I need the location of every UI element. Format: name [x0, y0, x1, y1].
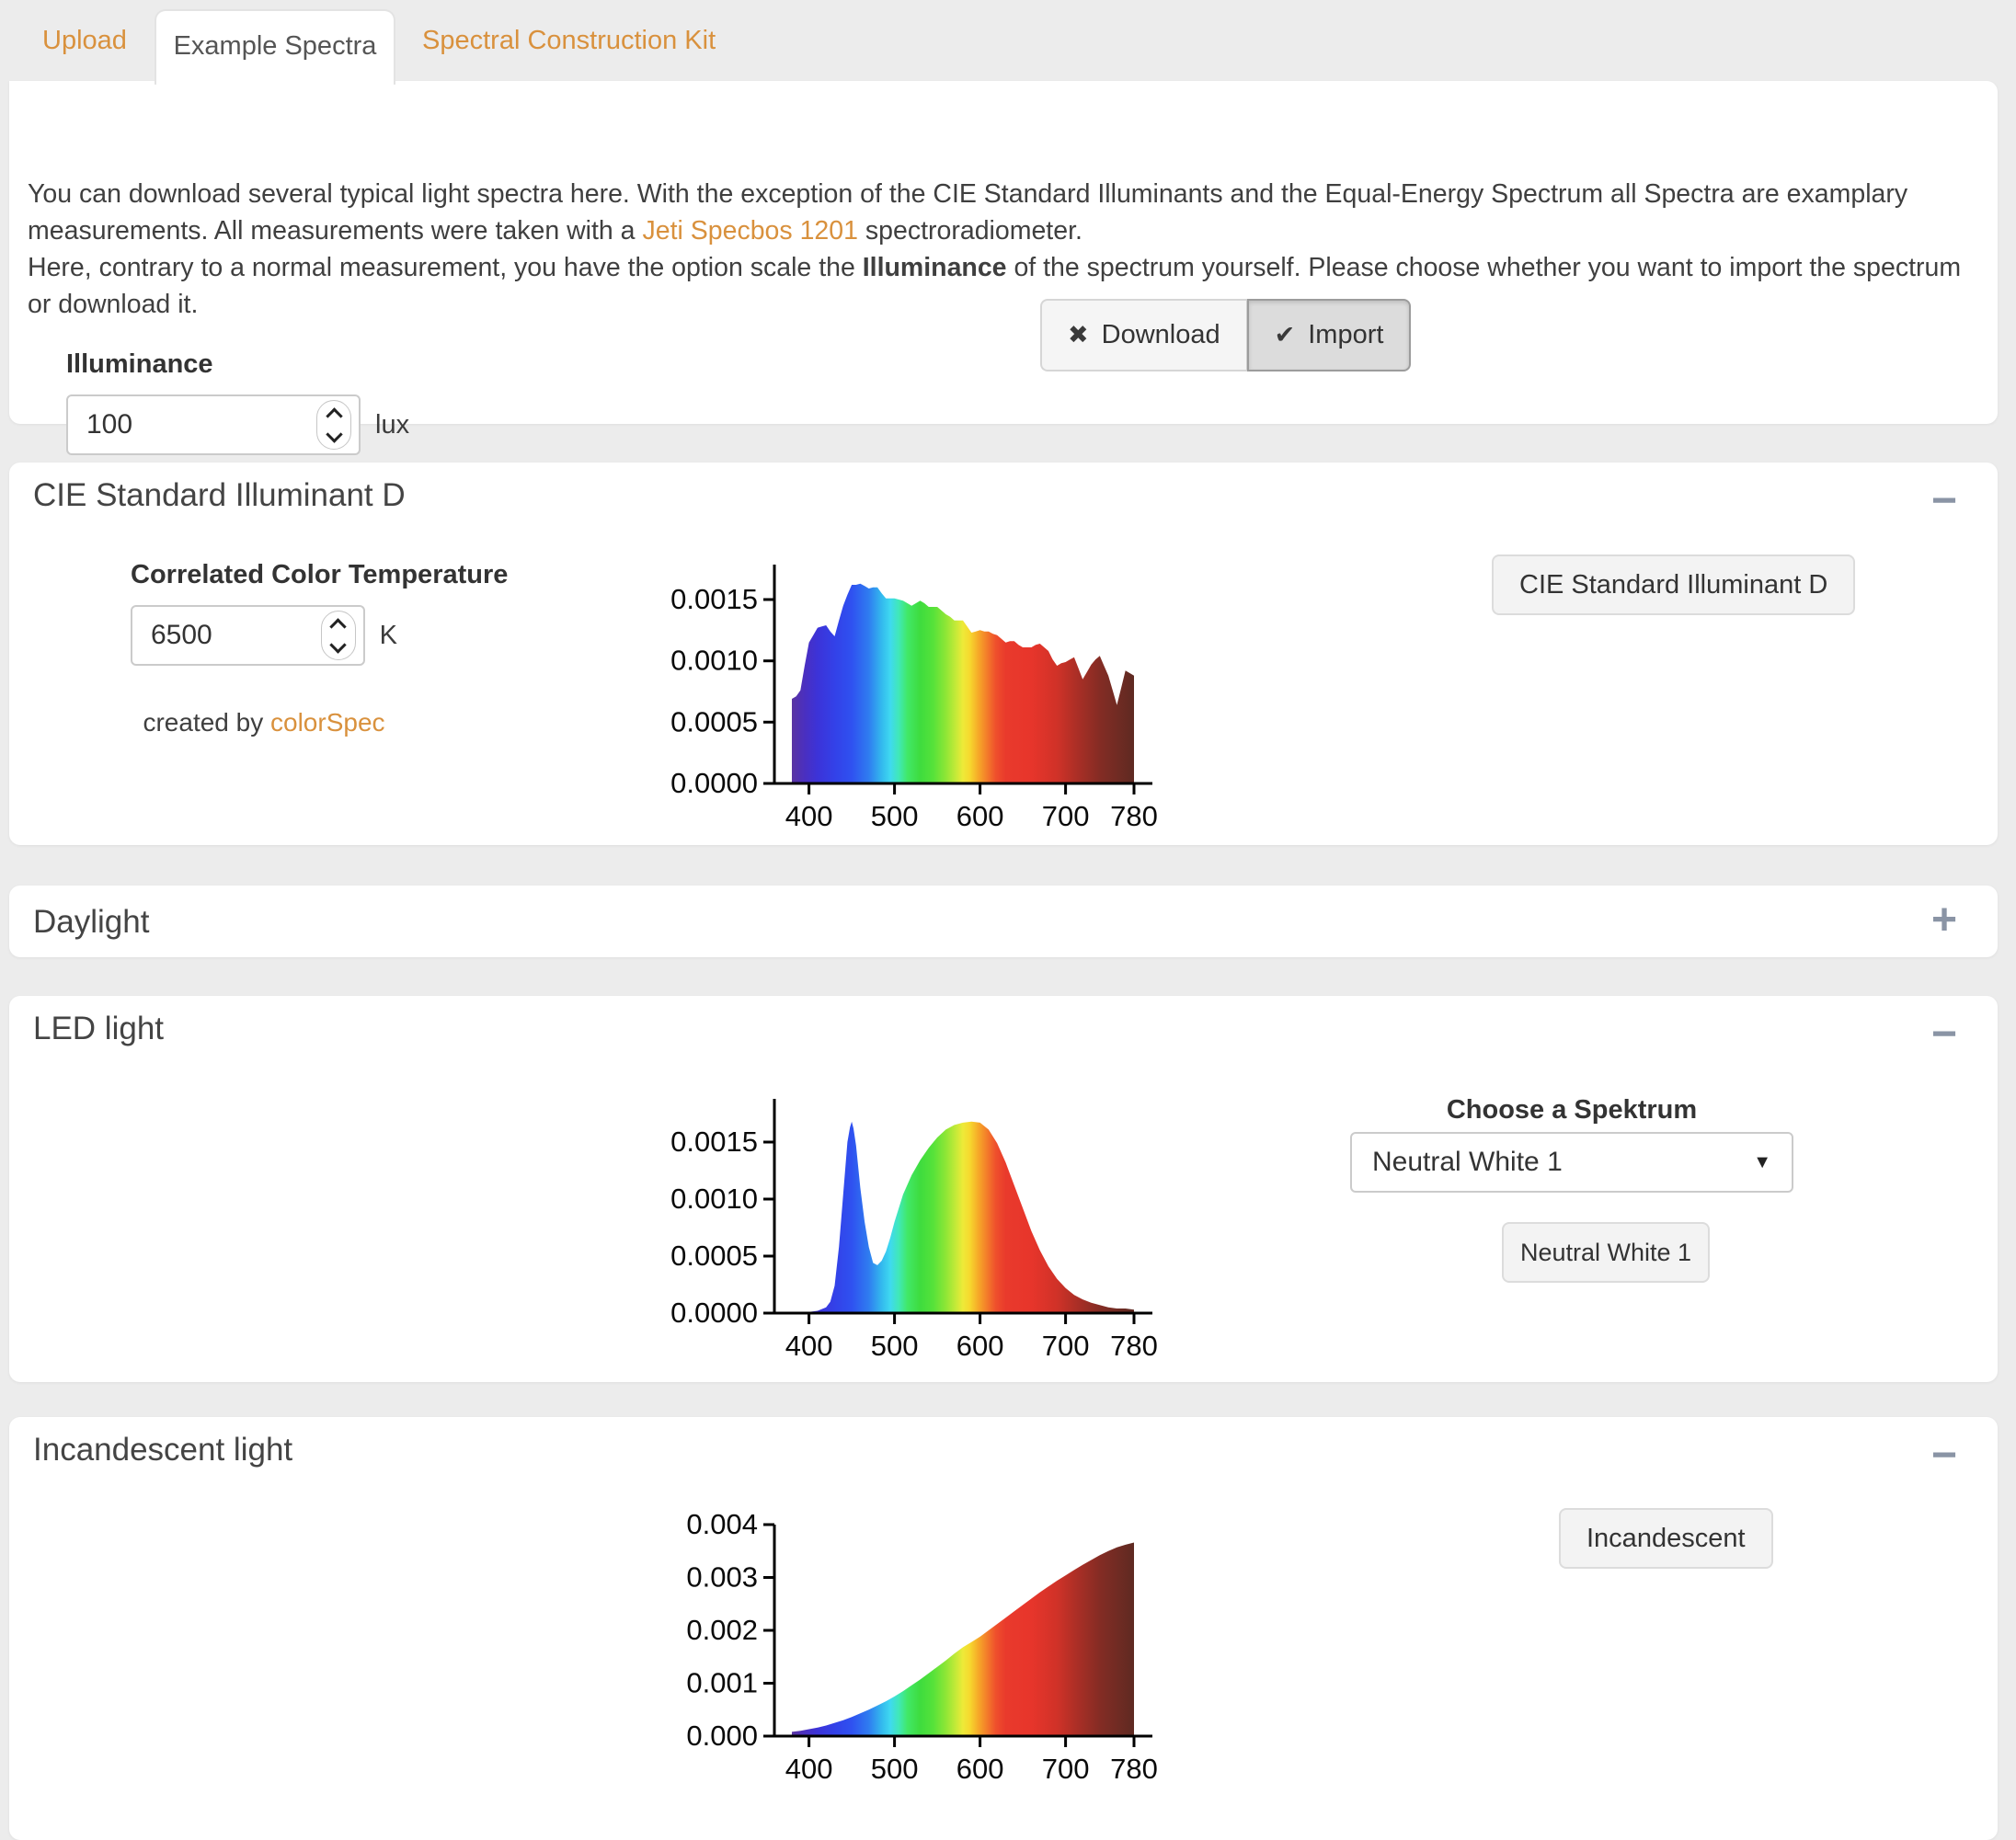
led-spectrum-chart: 0.0000 0.0005 0.0010 0.0015 400 500 600 700 780 [662, 1090, 1361, 1375]
incandescent-button[interactable]: Incandescent [1559, 1508, 1773, 1569]
svg-text:700: 700 [1042, 1753, 1090, 1785]
cie-illuminant-panel: CIE Standard Illuminant D − Correlated C… [9, 463, 1998, 845]
intro-sentence-2-end: of the spectrum yourself. Please choose … [28, 253, 1962, 319]
stepper-up-icon[interactable] [325, 406, 343, 425]
expand-plus-icon[interactable]: + [1930, 896, 1957, 944]
cie-panel-title: CIE Standard Illuminant D [33, 477, 406, 513]
illuminance-unit: lux [375, 409, 410, 440]
svg-text:780: 780 [1110, 1330, 1158, 1362]
svg-text:0.0015: 0.0015 [670, 1126, 758, 1158]
download-label: Download [1101, 320, 1220, 349]
illuminance-control: Illuminance 100 lux [66, 349, 409, 455]
x-icon: ✖ [1068, 321, 1089, 349]
illuminance-value: 100 [86, 409, 133, 440]
intro-illuminance-bold: Illuminance [862, 253, 1007, 282]
intro-sentence-2: Here, contrary to a normal measurement, … [28, 253, 863, 282]
import-label: Import [1308, 320, 1384, 349]
svg-text:0.0010: 0.0010 [670, 645, 758, 677]
incandescent-panel-title: Incandescent light [33, 1432, 293, 1468]
cct-control: Correlated Color Temperature 6500 K crea… [131, 560, 509, 737]
svg-text:0.0000: 0.0000 [670, 767, 758, 799]
cct-input[interactable]: 6500 [131, 605, 365, 666]
tab-upload[interactable]: Upload [42, 26, 127, 55]
svg-text:400: 400 [785, 1753, 833, 1785]
tab-spectral-construction-kit[interactable]: Spectral Construction Kit [422, 26, 716, 55]
svg-text:700: 700 [1042, 800, 1090, 832]
svg-text:500: 500 [871, 800, 919, 832]
svg-text:0.004: 0.004 [686, 1513, 758, 1540]
svg-text:0.000: 0.000 [686, 1720, 758, 1752]
illuminance-label: Illuminance [66, 349, 213, 379]
daylight-panel: Daylight + [9, 886, 1998, 957]
svg-text:780: 780 [1110, 800, 1158, 832]
neutral-white-1-button[interactable]: Neutral White 1 [1502, 1222, 1711, 1283]
spectrum-select[interactable]: Neutral White 1 ▼ [1350, 1132, 1793, 1193]
daylight-panel-title: Daylight [33, 904, 150, 940]
svg-text:0.0005: 0.0005 [670, 705, 758, 737]
svg-text:500: 500 [871, 1330, 919, 1362]
collapse-minus-icon[interactable]: − [1930, 476, 1957, 525]
illuminance-input[interactable]: 100 [66, 394, 361, 455]
svg-text:500: 500 [871, 1753, 919, 1785]
svg-text:600: 600 [956, 1330, 1004, 1362]
check-icon: ✔ [1274, 321, 1296, 349]
led-panel-title: LED light [33, 1011, 165, 1046]
colorspec-link[interactable]: colorSpec [270, 708, 385, 737]
tab-example-spectra[interactable]: Example Spectra [155, 9, 395, 85]
tab-bar: Upload Example Spectra Spectral Construc… [0, 0, 2016, 85]
incandescent-light-panel: Incandescent light − 0.000 0.001 0.002 0.00… [9, 1417, 1998, 1840]
svg-text:600: 600 [956, 1753, 1004, 1785]
credit-line: created by colorSpec [131, 708, 397, 737]
incandescent-spectrum-chart: 0.000 0.001 0.002 0.003 0.004 400 500 600 700 780 [662, 1513, 1361, 1789]
svg-text:400: 400 [785, 1330, 833, 1362]
stepper-up-icon[interactable] [329, 617, 347, 635]
collapse-minus-icon[interactable]: − [1930, 1010, 1957, 1058]
choose-spectrum-label: Choose a Spektrum [1446, 1095, 1698, 1125]
illuminance-stepper[interactable] [316, 400, 351, 450]
cct-value: 6500 [151, 620, 212, 650]
svg-text:400: 400 [785, 800, 833, 832]
stepper-down-icon[interactable] [325, 425, 343, 443]
svg-text:600: 600 [956, 800, 1004, 832]
svg-text:0.0005: 0.0005 [670, 1240, 758, 1272]
stepper-down-icon[interactable] [329, 635, 347, 654]
example-spectra-content: You can download several typical light s… [9, 81, 1998, 455]
collapse-minus-icon[interactable]: − [1930, 1431, 1957, 1480]
cct-label: Correlated Color Temperature [131, 560, 509, 589]
cct-stepper[interactable] [320, 611, 356, 660]
svg-text:0.002: 0.002 [686, 1614, 758, 1646]
svg-text:0.0015: 0.0015 [670, 583, 758, 615]
import-button[interactable]: ✔ Import [1246, 299, 1412, 371]
svg-text:700: 700 [1042, 1330, 1090, 1362]
caret-down-icon: ▼ [1753, 1151, 1771, 1172]
intro-sentence-1: You can download several typical light s… [28, 179, 1908, 246]
cct-unit: K [379, 620, 397, 650]
svg-text:0.0010: 0.0010 [670, 1183, 758, 1215]
led-light-panel: LED light − 0.0000 0.0005 0.0010 0.0015 400 5… [9, 996, 1998, 1382]
spectrum-select-value: Neutral White 1 [1372, 1147, 1563, 1177]
intro-sentence-1-end: spectroradiometer. [857, 216, 1082, 246]
cie-illuminant-button[interactable]: CIE Standard Illuminant D [1492, 554, 1856, 615]
svg-text:0.0000: 0.0000 [670, 1297, 758, 1329]
download-button[interactable]: ✖ Download [1040, 299, 1247, 371]
intro-text: You can download several typical light s… [28, 176, 1979, 323]
svg-text:780: 780 [1110, 1753, 1158, 1785]
jeti-specbos-link[interactable]: Jeti Specbos 1201 [642, 216, 858, 246]
cie-spectrum-chart: 0.0000 0.0005 0.0010 0.0015 400 500 600 700 780 [662, 552, 1361, 855]
credit-text: created by [143, 708, 270, 737]
svg-text:0.003: 0.003 [686, 1561, 758, 1594]
download-import-group: ✖ Download ✔ Import [1040, 299, 1412, 371]
svg-text:0.001: 0.001 [686, 1667, 758, 1699]
